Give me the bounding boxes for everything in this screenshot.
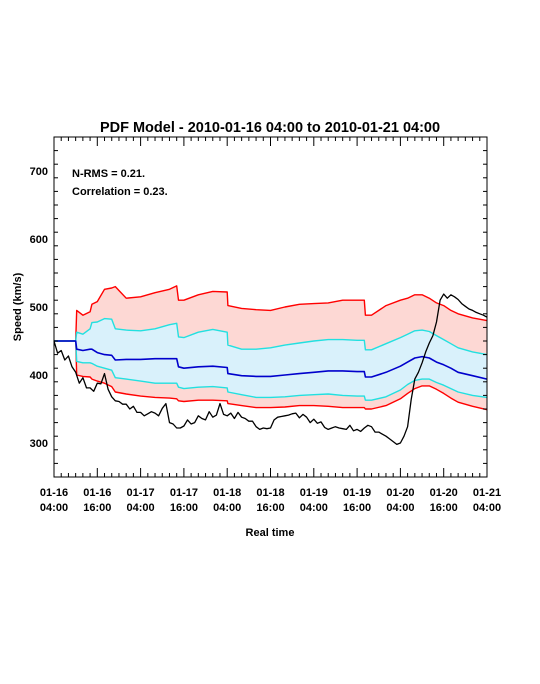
y-tick-label: 300 [30, 438, 48, 450]
x-tick-time: 04:00 [127, 502, 155, 514]
x-tick-date: 01-21 [473, 487, 501, 499]
y-tick-label: 500 [30, 302, 48, 314]
observed-line [53, 293, 488, 446]
x-tick-time: 16:00 [83, 502, 111, 514]
x-tick-date: 01-18 [213, 487, 241, 499]
x-axis: 01-16 04:00 01-16 16:00 01-17 04:00 01-17 16:00… [40, 137, 501, 514]
correlation-annotation: Correlation = 0.23. [72, 186, 168, 198]
x-tick-date: 01-20 [386, 487, 414, 499]
x-tick-time: 16:00 [170, 502, 198, 514]
x-tick-time: 16:00 [256, 502, 284, 514]
upper-inner-line [54, 317, 488, 356]
x-tick-time: 16:00 [430, 502, 458, 514]
y-axis-label: Speed (km/s) [12, 272, 24, 341]
x-tick-date: 01-17 [127, 487, 155, 499]
x-tick-date: 01-18 [256, 487, 284, 499]
x-tick-time: 04:00 [40, 502, 68, 514]
nrms-annotation: N-RMS = 0.21. [72, 168, 145, 180]
inner-band [54, 318, 487, 401]
median-line [54, 340, 488, 380]
x-tick-time: 04:00 [300, 502, 328, 514]
chart-title: PDF Model - 2010-01-16 04:00 to 2010-01-… [100, 120, 440, 136]
lower-inner-line [54, 340, 488, 401]
x-tick-date: 01-19 [300, 487, 328, 499]
x-tick-date: 01-19 [343, 487, 371, 499]
x-tick-date: 01-16 [83, 487, 111, 499]
x-tick-time: 04:00 [213, 502, 241, 514]
x-tick-date: 01-17 [170, 487, 198, 499]
y-tick-label: 400 [30, 370, 48, 382]
upper-outer-line [54, 285, 488, 342]
y-tick-label: 600 [30, 234, 48, 246]
x-tick-time: 04:00 [386, 502, 414, 514]
y-tick-label: 700 [30, 166, 48, 178]
x-tick-date: 01-16 [40, 487, 68, 499]
x-tick-date: 01-20 [430, 487, 458, 499]
y-axis: 300 400 500 600 700 [30, 136, 487, 478]
series-lines [53, 285, 488, 446]
x-axis-label: Real time [246, 527, 295, 539]
x-tick-time: 16:00 [343, 502, 371, 514]
x-tick-time: 04:00 [473, 502, 501, 514]
